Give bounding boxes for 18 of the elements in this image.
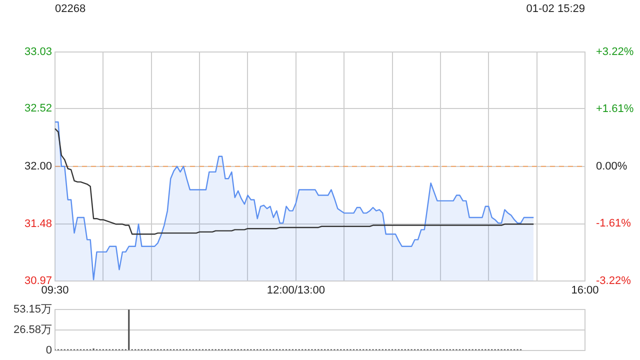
y-tick-label: 32.00 [24,160,52,172]
y2-tick-label: -1.61% [596,218,632,230]
y-tick-label: 31.48 [24,218,52,230]
x-tick-label: 16:00 [571,284,599,296]
y-tick-label: 30.97 [24,274,52,287]
y-tick-label: 0 [46,344,52,356]
chart-title: 02268 [55,3,86,15]
x-tick-label: 09:30 [41,284,69,296]
y2-tick-label: 0.00% [596,160,628,172]
y-tick-label: 53.15万 [13,304,52,316]
y-tick-label: 33.03 [24,46,52,58]
y2-tick-label: +3.22% [596,46,634,58]
text: 01-02 15:29 [526,3,585,15]
y2-tick-label: -3.22% [596,274,632,287]
y-tick-label: 26.58万 [13,324,52,336]
y2-tick-label: +1.61% [596,103,634,116]
x-tick-label: 12:00/13:00 [266,284,325,296]
y-tick-label: 32.52 [24,102,52,115]
